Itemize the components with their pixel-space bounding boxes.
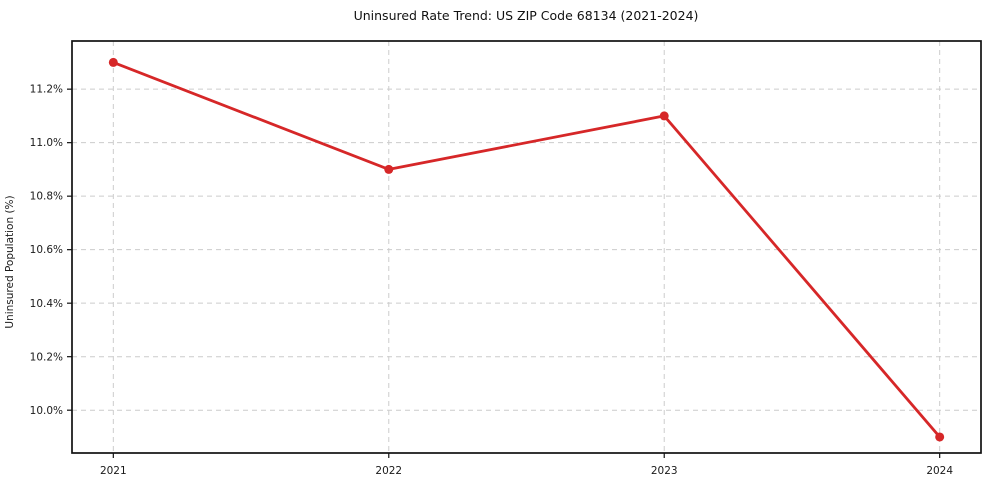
x-tick-label: 2024: [926, 465, 953, 477]
y-tick-label: 10.8%: [30, 191, 63, 203]
y-tick-label: 11.0%: [30, 137, 63, 149]
data-series: [108, 57, 945, 442]
data-point: [935, 432, 945, 442]
data-point: [659, 111, 669, 121]
x-tick-label: 2022: [375, 465, 402, 477]
data-point: [108, 57, 118, 67]
y-tick-label: 10.2%: [30, 351, 63, 363]
y-tick-label: 10.0%: [30, 405, 63, 417]
x-tick-label: 2021: [100, 465, 127, 477]
data-point: [384, 164, 394, 174]
x-tick-label: 2023: [651, 465, 678, 477]
y-tick-label: 11.2%: [30, 84, 63, 96]
y-tick-label: 10.4%: [30, 298, 63, 310]
chart-title: Uninsured Rate Trend: US ZIP Code 68134 …: [354, 8, 699, 23]
trend-line: [111, 61, 942, 439]
gridlines: [72, 41, 981, 453]
plot-border: [71, 40, 982, 454]
y-axis-label: Uninsured Population (%): [4, 195, 16, 328]
y-tick-label: 10.6%: [30, 244, 63, 256]
